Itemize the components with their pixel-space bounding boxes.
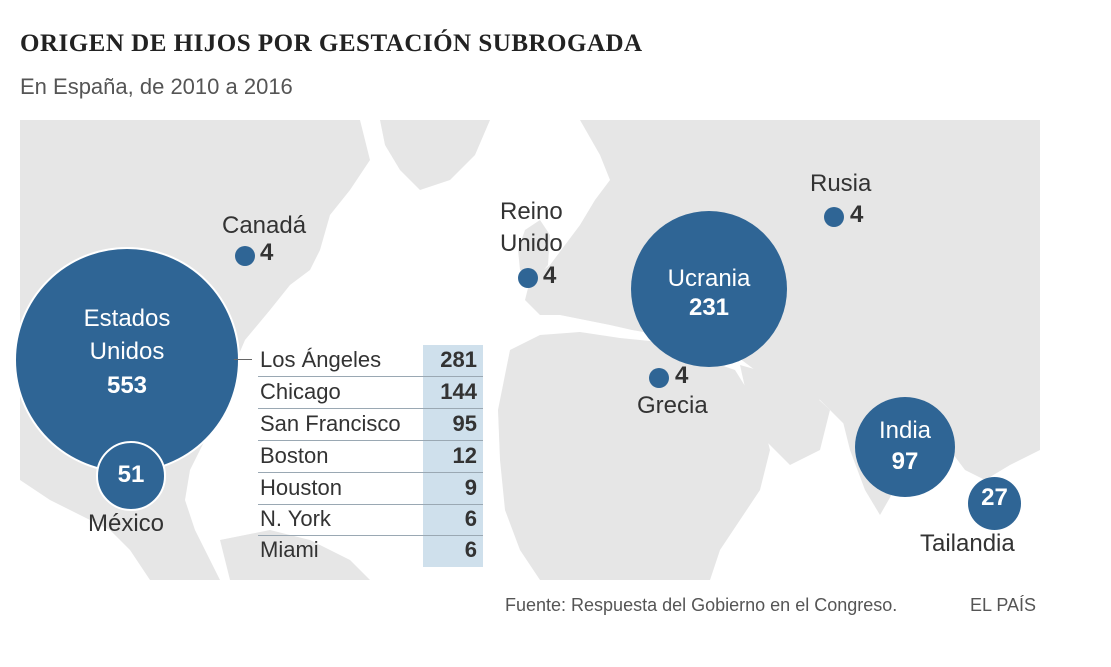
bubble-mexico [96, 441, 166, 511]
city-name: Miami [260, 537, 319, 562]
city-name: San Francisco [260, 411, 401, 436]
city-value: 9 [464, 475, 477, 500]
bubble-ucrania [631, 211, 787, 367]
cities-value-column-bg [423, 345, 483, 567]
label-mexico: México [88, 510, 165, 537]
label-reino-unido-line1: Reino [500, 198, 563, 225]
bubble-estados-unidos [14, 247, 240, 473]
table-row: Boston 12 [258, 441, 483, 473]
africa-shape [498, 332, 770, 580]
british-isles-shape [518, 220, 550, 280]
city-name: Houston [260, 475, 342, 500]
publisher-credit: EL PAÍS [970, 595, 1037, 615]
source-note: Fuente: Respuesta del Gobierno en el Con… [505, 595, 898, 615]
value-grecia: 4 [675, 362, 689, 389]
table-row: Chicago 144 [258, 377, 483, 409]
dot-canada [235, 246, 255, 266]
label-reino-unido-line2: Unido [500, 230, 563, 257]
label-canada: Canadá [222, 212, 307, 239]
label-india: India [878, 417, 932, 444]
south-america-shape [220, 530, 370, 580]
greenland-shape [380, 120, 490, 190]
arabia-shape [740, 365, 830, 465]
city-value: 12 [452, 443, 477, 468]
table-connector-line [234, 359, 252, 360]
city-value: 144 [440, 379, 477, 404]
label-grecia: Grecia [637, 392, 708, 419]
value-estados-unidos: 553 [106, 372, 148, 399]
city-value: 6 [464, 537, 477, 562]
value-rusia: 4 [850, 201, 864, 228]
label-tailandia: Tailandia [920, 530, 1015, 557]
value-reino-unido: 4 [543, 262, 557, 289]
table-row: Houston 9 [258, 473, 483, 505]
city-name: N. York [260, 506, 331, 531]
label-rusia: Rusia [810, 170, 872, 197]
table-row: N. York 6 [258, 504, 483, 536]
bubble-tailandia [968, 477, 1021, 530]
value-tailandia: 27 [981, 484, 1008, 511]
dot-grecia [649, 368, 669, 388]
value-india: 97 [891, 448, 919, 475]
city-name: Boston [260, 443, 329, 468]
value-mexico: 51 [117, 461, 145, 488]
city-value: 6 [464, 506, 477, 531]
city-value: 95 [452, 411, 477, 436]
table-row: Los Ángeles 281 [258, 345, 483, 377]
label-estados-unidos-line1: Estados [83, 305, 171, 332]
label-estados-unidos-line2: Unidos [89, 338, 165, 365]
bubble-india [855, 397, 955, 497]
city-value: 281 [440, 347, 477, 372]
table-row: Miami 6 [258, 535, 483, 566]
chart-subtitle: En España, de 2010 a 2016 [20, 74, 293, 99]
chart-title: ORIGEN DE HIJOS POR GESTACIÓN SUBROGADA [20, 30, 643, 57]
value-canada: 4 [260, 239, 274, 266]
table-row: San Francisco 95 [258, 409, 483, 441]
dot-rusia [824, 207, 844, 227]
city-name: Los Ángeles [260, 347, 382, 372]
city-name: Chicago [260, 379, 341, 404]
dot-reino-unido [518, 268, 538, 288]
value-ucrania: 231 [688, 294, 730, 321]
label-ucrania: Ucrania [667, 265, 751, 292]
